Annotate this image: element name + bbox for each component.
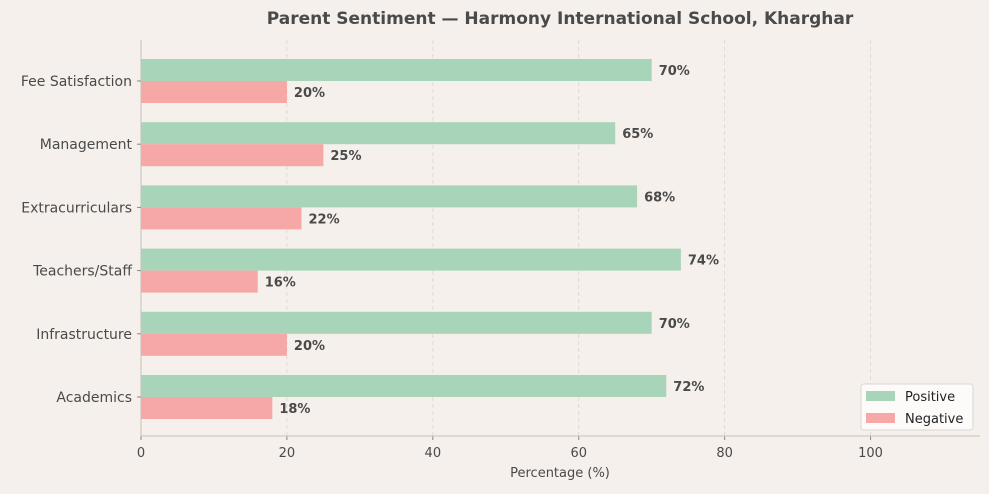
- data-label: 68%: [644, 190, 675, 205]
- data-label: 70%: [659, 317, 690, 332]
- legend-label: Positive: [905, 390, 955, 405]
- bar-negative: [141, 270, 258, 293]
- data-label: 72%: [673, 380, 704, 395]
- bar-positive: [141, 122, 616, 145]
- bar-negative: [141, 333, 287, 356]
- x-tick-label: 40: [425, 446, 442, 461]
- y-tick-label: Extracurriculars: [21, 200, 132, 216]
- bar-negative: [141, 397, 273, 419]
- bar-positive: [141, 248, 681, 271]
- x-tick-label: 80: [716, 446, 733, 461]
- data-label: 20%: [294, 86, 325, 101]
- y-tick-label: Infrastructure: [36, 327, 132, 343]
- bar-negative: [141, 144, 324, 167]
- bar-positive: [141, 185, 638, 208]
- data-label: 65%: [622, 127, 653, 142]
- x-tick-label: 0: [137, 446, 145, 461]
- y-tick-label: Academics: [56, 390, 132, 406]
- data-label: 22%: [309, 212, 340, 227]
- legend-swatch: [866, 391, 895, 401]
- bar-negative: [141, 207, 302, 230]
- legend-label: Negative: [905, 412, 963, 427]
- y-tick-label: Teachers/Staff: [32, 264, 132, 280]
- x-axis-label: Percentage (%): [510, 466, 610, 481]
- data-label: 70%: [659, 64, 690, 79]
- x-tick-label: 20: [279, 446, 296, 461]
- chart-title: Parent Sentiment — Harmony International…: [267, 9, 854, 29]
- y-tick-label: Fee Satisfaction: [21, 74, 132, 90]
- data-label: 74%: [688, 254, 719, 269]
- bar-positive: [141, 59, 652, 81]
- bar-positive: [141, 375, 667, 397]
- data-label: 16%: [265, 276, 296, 291]
- x-tick-label: 100: [858, 446, 883, 461]
- data-label: 25%: [330, 149, 361, 164]
- legend-swatch: [866, 413, 895, 423]
- bar-negative: [141, 81, 287, 103]
- legend: Positive Negative: [860, 383, 974, 431]
- data-label: 20%: [294, 339, 325, 354]
- bar-positive: [141, 311, 652, 334]
- x-tick-label: 60: [570, 446, 587, 461]
- data-label: 18%: [279, 402, 310, 417]
- y-tick-label: Management: [40, 137, 133, 153]
